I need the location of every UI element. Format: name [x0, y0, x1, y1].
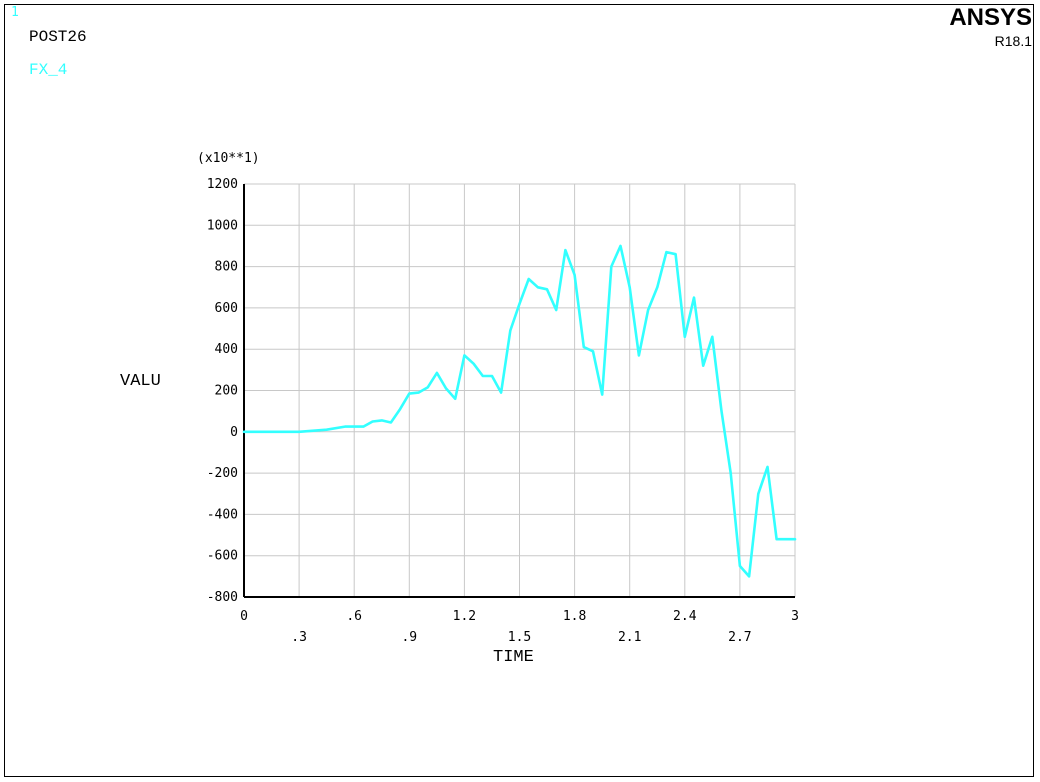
y-multiplier-label: (x10**1) [197, 151, 260, 166]
x-axis-label: TIME [493, 648, 534, 667]
series-legend-label: FX_4 [29, 61, 68, 79]
y-tick-label: 1200 [207, 177, 238, 192]
window-number: 1 [11, 5, 19, 20]
x-tick-label: 2.1 [618, 630, 641, 645]
x-tick-label: 2.7 [728, 630, 751, 645]
series-line-fx4 [242, 244, 797, 578]
tick-label-layer: 0 .3 .6 .9 1.2 1.5 1.8 2.1 2.4 2.7 3 1200 1000 800 600… [207, 177, 799, 645]
y-axis-label: VALU [120, 372, 161, 391]
x-tick-label: 3 [791, 609, 799, 624]
y-tick-label: 800 [215, 260, 238, 275]
graphics-window-frame [4, 4, 1034, 777]
grid-layer [244, 183, 796, 597]
x-tick-label: 2.4 [673, 609, 697, 624]
version-label: R18.1 [994, 33, 1032, 49]
y-tick-label: 0 [230, 425, 238, 440]
y-tick-label: -200 [207, 466, 238, 481]
x-tick-label: 1.5 [508, 630, 531, 645]
axis-layer [243, 184, 795, 598]
x-tick-label: .6 [346, 609, 362, 624]
ansys-logo: ANSYS [949, 4, 1032, 31]
y-tick-label: 1000 [207, 218, 238, 233]
curve-layer [242, 244, 797, 578]
x-tick-label: .9 [401, 630, 417, 645]
y-tick-label: -400 [207, 507, 238, 522]
y-tick-label: 200 [215, 384, 238, 399]
x-tick-label: 1.8 [563, 609, 586, 624]
x-tick-label: .3 [291, 630, 307, 645]
y-tick-label: 600 [215, 301, 238, 316]
x-tick-label: 0 [240, 609, 248, 624]
y-tick-label: -600 [207, 549, 238, 564]
x-tick-label: 1.2 [453, 609, 476, 624]
post-processor-label: POST26 [29, 28, 87, 46]
y-tick-label: 400 [215, 342, 238, 357]
y-tick-label: -800 [207, 590, 238, 605]
